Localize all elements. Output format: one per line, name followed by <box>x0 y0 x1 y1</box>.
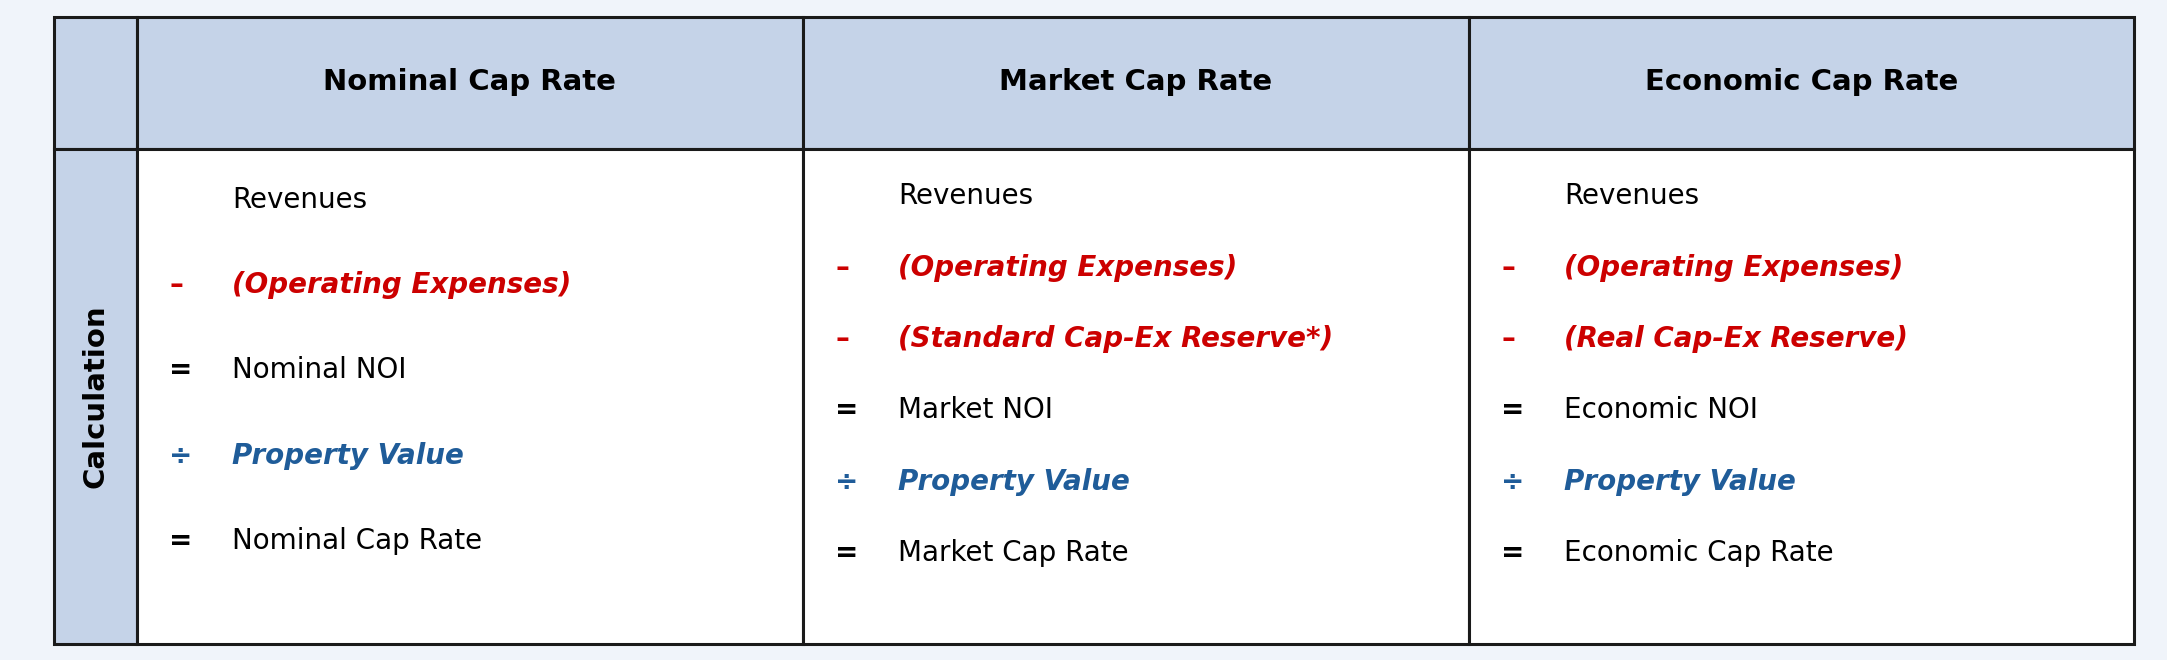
Text: =: = <box>834 396 858 424</box>
Text: Nominal Cap Rate: Nominal Cap Rate <box>323 69 615 96</box>
Text: Economic Cap Rate: Economic Cap Rate <box>1645 69 1959 96</box>
Text: Property Value: Property Value <box>232 442 464 469</box>
Text: Market NOI: Market NOI <box>897 396 1053 424</box>
Text: Market Cap Rate: Market Cap Rate <box>999 69 1272 96</box>
FancyBboxPatch shape <box>137 148 802 644</box>
Text: =: = <box>1502 396 1523 424</box>
FancyBboxPatch shape <box>137 16 802 148</box>
FancyBboxPatch shape <box>54 16 137 148</box>
Text: (Operating Expenses): (Operating Expenses) <box>232 271 572 300</box>
Text: Calculation: Calculation <box>82 304 108 488</box>
Text: (Real Cap-Ex Reserve): (Real Cap-Ex Reserve) <box>1565 325 1907 353</box>
Text: –: – <box>1502 325 1515 353</box>
Text: =: = <box>169 356 193 385</box>
Text: –: – <box>834 325 849 353</box>
Text: –: – <box>834 253 849 282</box>
FancyBboxPatch shape <box>1469 148 2134 644</box>
Text: ÷: ÷ <box>834 467 858 496</box>
Text: ÷: ÷ <box>169 442 193 469</box>
FancyBboxPatch shape <box>1469 16 2134 148</box>
Text: Property Value: Property Value <box>897 467 1129 496</box>
Text: Economic NOI: Economic NOI <box>1565 396 1757 424</box>
Text: =: = <box>1502 539 1523 567</box>
Text: Property Value: Property Value <box>1565 467 1796 496</box>
Text: (Standard Cap-Ex Reserve*): (Standard Cap-Ex Reserve*) <box>897 325 1333 353</box>
Text: –: – <box>169 271 182 300</box>
Text: ÷: ÷ <box>1502 467 1523 496</box>
FancyBboxPatch shape <box>54 148 137 644</box>
Text: Economic Cap Rate: Economic Cap Rate <box>1565 539 1833 567</box>
Text: Nominal NOI: Nominal NOI <box>232 356 407 385</box>
Text: –: – <box>1502 253 1515 282</box>
Text: =: = <box>834 539 858 567</box>
Text: (Operating Expenses): (Operating Expenses) <box>897 253 1237 282</box>
Text: Revenues: Revenues <box>232 186 366 214</box>
Text: (Operating Expenses): (Operating Expenses) <box>1565 253 1903 282</box>
FancyBboxPatch shape <box>802 16 1469 148</box>
Text: Revenues: Revenues <box>1565 182 1699 211</box>
Text: Revenues: Revenues <box>897 182 1034 211</box>
FancyBboxPatch shape <box>802 148 1469 644</box>
Text: =: = <box>169 527 193 554</box>
Text: Market Cap Rate: Market Cap Rate <box>897 539 1129 567</box>
Text: Nominal Cap Rate: Nominal Cap Rate <box>232 527 481 554</box>
